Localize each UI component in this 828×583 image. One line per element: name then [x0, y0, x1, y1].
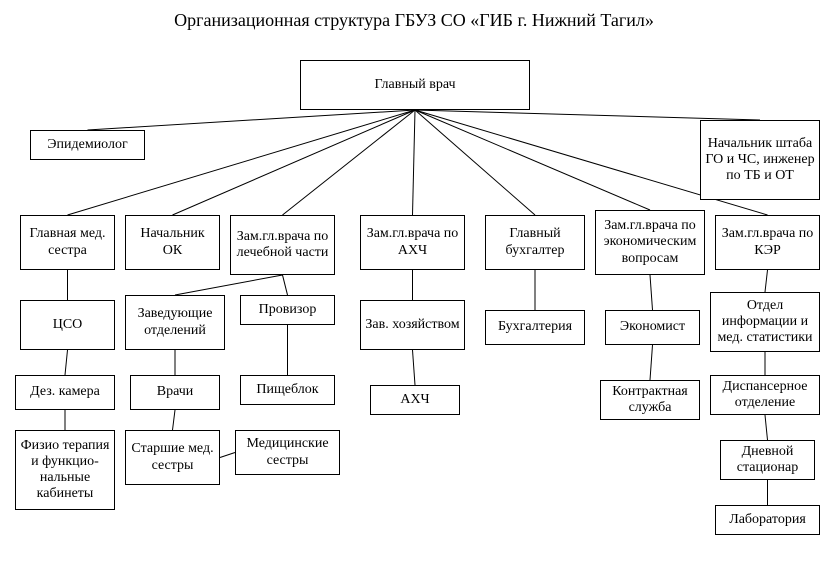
edge-chief-zam_lech	[283, 110, 416, 215]
edge-zam_econ-economist	[650, 275, 653, 310]
edge-chief-zam_econ	[415, 110, 650, 210]
edge-chief-gl_sestra	[68, 110, 416, 215]
edge-cso-dez	[65, 350, 68, 375]
node-buhgalteria: Бухгалтерия	[485, 310, 585, 345]
node-dnevnoy: Дневной стационар	[720, 440, 815, 480]
edge-chief-go_chs	[415, 110, 760, 120]
node-gl_buh: Главный бухгалтер	[485, 215, 585, 270]
node-epidem: Эпидемиолог	[30, 130, 145, 160]
node-st_sestry: Старшие мед. сестры	[125, 430, 220, 485]
node-otd_inf: Отдел информации и мед. статистики	[710, 292, 820, 352]
node-cso: ЦСО	[20, 300, 115, 350]
edge-zam_lech-provizor	[283, 275, 288, 295]
node-med_sestry: Медицинские сестры	[235, 430, 340, 475]
node-zam_ahch: Зам.гл.врача по АХЧ	[360, 215, 465, 270]
node-zav_otd: Заведующие отделений	[125, 295, 225, 350]
edge-chief-zam_ahch	[413, 110, 416, 215]
org-chart-canvas: Организационная структура ГБУЗ СО «ГИБ г…	[0, 0, 828, 583]
node-vrachi: Врачи	[130, 375, 220, 410]
edge-zam_ker-otd_inf	[765, 270, 768, 292]
node-zam_lech: Зам.гл.врача по лечебной части	[230, 215, 335, 275]
node-lab: Лаборатория	[715, 505, 820, 535]
node-ahch: АХЧ	[370, 385, 460, 415]
edge-chief-gl_buh	[415, 110, 535, 215]
node-fizio: Физио терапия и функцио-нальные кабинеты	[15, 430, 115, 510]
edge-chief-epidem	[88, 110, 416, 130]
node-dez: Дез. камера	[15, 375, 115, 410]
edge-dispanser-dnevnoy	[765, 415, 768, 440]
node-dispanser: Диспансерное отделение	[710, 375, 820, 415]
node-economist: Экономист	[605, 310, 700, 345]
node-gl_sestra: Главная мед. сестра	[20, 215, 115, 270]
node-nach_ok: Начальник ОК	[125, 215, 220, 270]
edge-vrachi-st_sestry	[173, 410, 176, 430]
edge-zav_hoz-ahch	[413, 350, 416, 385]
node-kontrakt: Контрактная служба	[600, 380, 700, 420]
edge-economist-kontrakt	[650, 345, 653, 380]
node-zam_econ: Зам.гл.врача по экономическим вопросам	[595, 210, 705, 275]
node-zam_ker: Зам.гл.врача по КЭР	[715, 215, 820, 270]
node-chief: Главный врач	[300, 60, 530, 110]
node-provizor: Провизор	[240, 295, 335, 325]
node-go_chs: Начальник штаба ГО и ЧС, инженер по ТБ и…	[700, 120, 820, 200]
edge-chief-nach_ok	[173, 110, 416, 215]
edge-st_sestry-med_sestry	[220, 453, 235, 458]
edge-zam_lech-zav_otd	[175, 275, 283, 295]
node-zav_hoz: Зав. хозяйством	[360, 300, 465, 350]
node-pisheblok: Пищеблок	[240, 375, 335, 405]
